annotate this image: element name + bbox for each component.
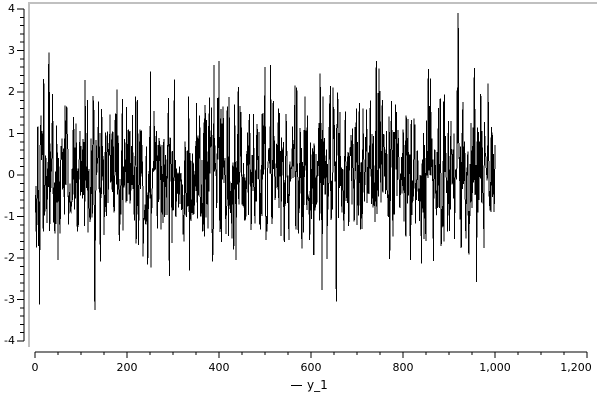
x-tick-label: 400 — [208, 361, 230, 374]
y-tick-label: -3 — [4, 292, 15, 306]
x-axis — [34, 351, 588, 358]
x-tick-label: 800 — [392, 361, 414, 374]
y-tick-label: 4 — [8, 2, 15, 15]
y-tick-label: -1 — [4, 209, 15, 223]
y-tick-label: 3 — [8, 43, 15, 57]
series-line-y1 — [34, 13, 496, 310]
legend: y_1 — [291, 378, 328, 392]
x-tick-label: 0 — [31, 361, 39, 374]
x-tick-label: 200 — [116, 361, 138, 374]
y-tick-label: -2 — [4, 251, 15, 264]
y-tick-label: -4 — [4, 334, 15, 347]
plot-frame-left-border — [28, 2, 30, 347]
y-axis — [17, 8, 25, 342]
legend-label: y_1 — [307, 378, 328, 392]
y-tick-label: 0 — [8, 168, 15, 181]
plot-frame-top-border — [28, 2, 597, 4]
y-tick-label: 2 — [8, 85, 15, 98]
x-tick-label: 1,200 — [560, 361, 592, 374]
y-tick-label: 1 — [8, 126, 15, 140]
x-tick-label: 1,000 — [479, 361, 511, 374]
legend-line-marker — [291, 384, 302, 386]
x-tick-label: 600 — [300, 361, 322, 374]
